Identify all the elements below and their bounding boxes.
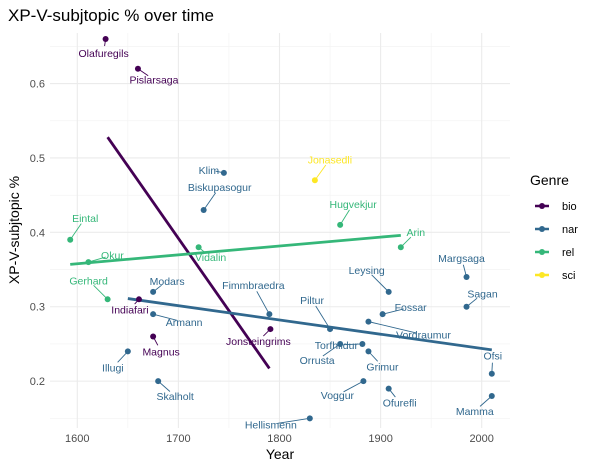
- label-leader: [117, 351, 129, 363]
- label-leader: [368, 351, 379, 362]
- point-label: Gerhard: [69, 275, 108, 287]
- x-tick-label: 1600: [65, 433, 89, 445]
- x-tick-labels: 1600 1700 1800 1900 2000: [65, 433, 494, 445]
- point-label: Voggur: [321, 390, 355, 402]
- point-label: Illugi: [102, 362, 124, 374]
- chart-title: XP-V-subjtopic % over time: [8, 6, 214, 25]
- y-tick-label: 0.3: [30, 302, 45, 314]
- trend-line-nar: [127, 297, 492, 352]
- legend-item-nar: nar: [562, 224, 578, 236]
- label-layer: Olafuregils Pislarsaga Indiafari Magnus Jons…: [69, 38, 502, 431]
- x-tick-label: 1900: [368, 433, 392, 445]
- label-leader: [203, 192, 217, 211]
- legend: Genre bio nar rel sci: [530, 172, 578, 282]
- point-label: Okur: [101, 250, 124, 262]
- point-label: Margsaga: [438, 253, 485, 265]
- label-leader: [382, 308, 404, 315]
- trend-line-rel: [70, 233, 401, 266]
- label-leader: [343, 343, 363, 346]
- point-label: Fimmbraedra: [222, 280, 285, 292]
- y-tick-labels: 0.2 0.3 0.4 0.5 0.6: [30, 79, 45, 389]
- label-leader: [104, 38, 107, 47]
- point-label: Klim: [199, 165, 220, 177]
- y-tick-label: 0.5: [30, 153, 45, 165]
- point-label: Biskupasogur: [188, 182, 252, 194]
- point-label: Eintal: [72, 213, 98, 225]
- point-label: Jonasedli: [308, 154, 352, 166]
- label-leader: [69, 223, 82, 241]
- point-label: Modars: [150, 276, 185, 288]
- label-leader: [315, 305, 331, 330]
- point-label: Armann: [166, 317, 203, 329]
- point-label: Pislarsaga: [129, 75, 178, 87]
- legend-item-sci: sci: [562, 270, 575, 282]
- legend-item-bio: bio: [562, 201, 577, 213]
- point-label: Arin: [406, 227, 425, 239]
- point-label: Sagan: [467, 289, 498, 301]
- label-leader: [400, 236, 412, 248]
- grid-layer: [50, 33, 510, 428]
- point-label: Grimur: [366, 361, 399, 373]
- label-leader: [215, 170, 224, 174]
- label-leader: [88, 256, 106, 263]
- label-leader: [134, 299, 140, 305]
- y-tick-label: 0.2: [30, 376, 45, 388]
- legend-key-point: [539, 249, 545, 255]
- label-leader: [263, 328, 271, 337]
- point-label: Jonsteingrims: [226, 336, 291, 348]
- label-leader: [198, 246, 206, 254]
- point-label: Leysing: [349, 265, 385, 277]
- legend-items: bio nar rel sci: [535, 201, 578, 282]
- label-leader: [462, 264, 467, 278]
- label-leader: [388, 388, 396, 398]
- x-axis-title: Year: [266, 446, 295, 462]
- label-leader: [371, 274, 389, 293]
- label-leader: [256, 291, 270, 315]
- label-leader: [339, 209, 350, 226]
- label-leader: [368, 321, 417, 334]
- y-axis-title: XP-V-subjtopic %: [6, 176, 22, 284]
- label-leader: [93, 284, 108, 300]
- label-leader: [152, 336, 159, 346]
- point-label: Vordraumur: [396, 330, 451, 342]
- y-tick-label: 0.4: [30, 227, 45, 239]
- point-label: Piltur: [300, 295, 324, 307]
- label-leader: [277, 417, 310, 424]
- label-leader: [322, 343, 341, 357]
- point-label: Indiafari: [111, 304, 148, 316]
- point-label: Olafuregils: [79, 48, 129, 60]
- point-label: Skalholt: [156, 391, 193, 403]
- legend-key-point: [539, 272, 545, 278]
- label-leader: [466, 297, 478, 308]
- trend-layer: [70, 136, 492, 370]
- point-label: Ofsi: [483, 351, 502, 363]
- label-leader: [314, 164, 327, 181]
- legend-item-rel: rel: [562, 247, 574, 259]
- label-leader: [479, 395, 493, 407]
- point-label: Orrusta: [300, 355, 335, 367]
- y-tick-label: 0.6: [30, 79, 45, 91]
- label-leader: [137, 68, 149, 77]
- point-label: Hellismenn: [245, 419, 297, 431]
- label-leader: [343, 380, 364, 393]
- point-label: Hugvekjur: [330, 199, 378, 211]
- legend-title: Genre: [530, 172, 569, 188]
- label-leader: [157, 380, 171, 392]
- point-label: Magnus: [142, 347, 179, 359]
- label-leader: [152, 284, 162, 293]
- x-tick-label: 1700: [166, 433, 190, 445]
- label-leader: [491, 362, 493, 374]
- point-label: Vidalin: [195, 252, 226, 264]
- label-leader: [153, 313, 178, 321]
- point-label: Fossar: [395, 302, 428, 314]
- legend-key-point: [539, 203, 545, 209]
- x-tick-label: 2000: [469, 433, 493, 445]
- legend-key-point: [539, 226, 545, 232]
- point-label: Mamma: [456, 406, 494, 418]
- x-tick-label: 1800: [267, 433, 291, 445]
- point-label: Ofurefli: [383, 398, 417, 410]
